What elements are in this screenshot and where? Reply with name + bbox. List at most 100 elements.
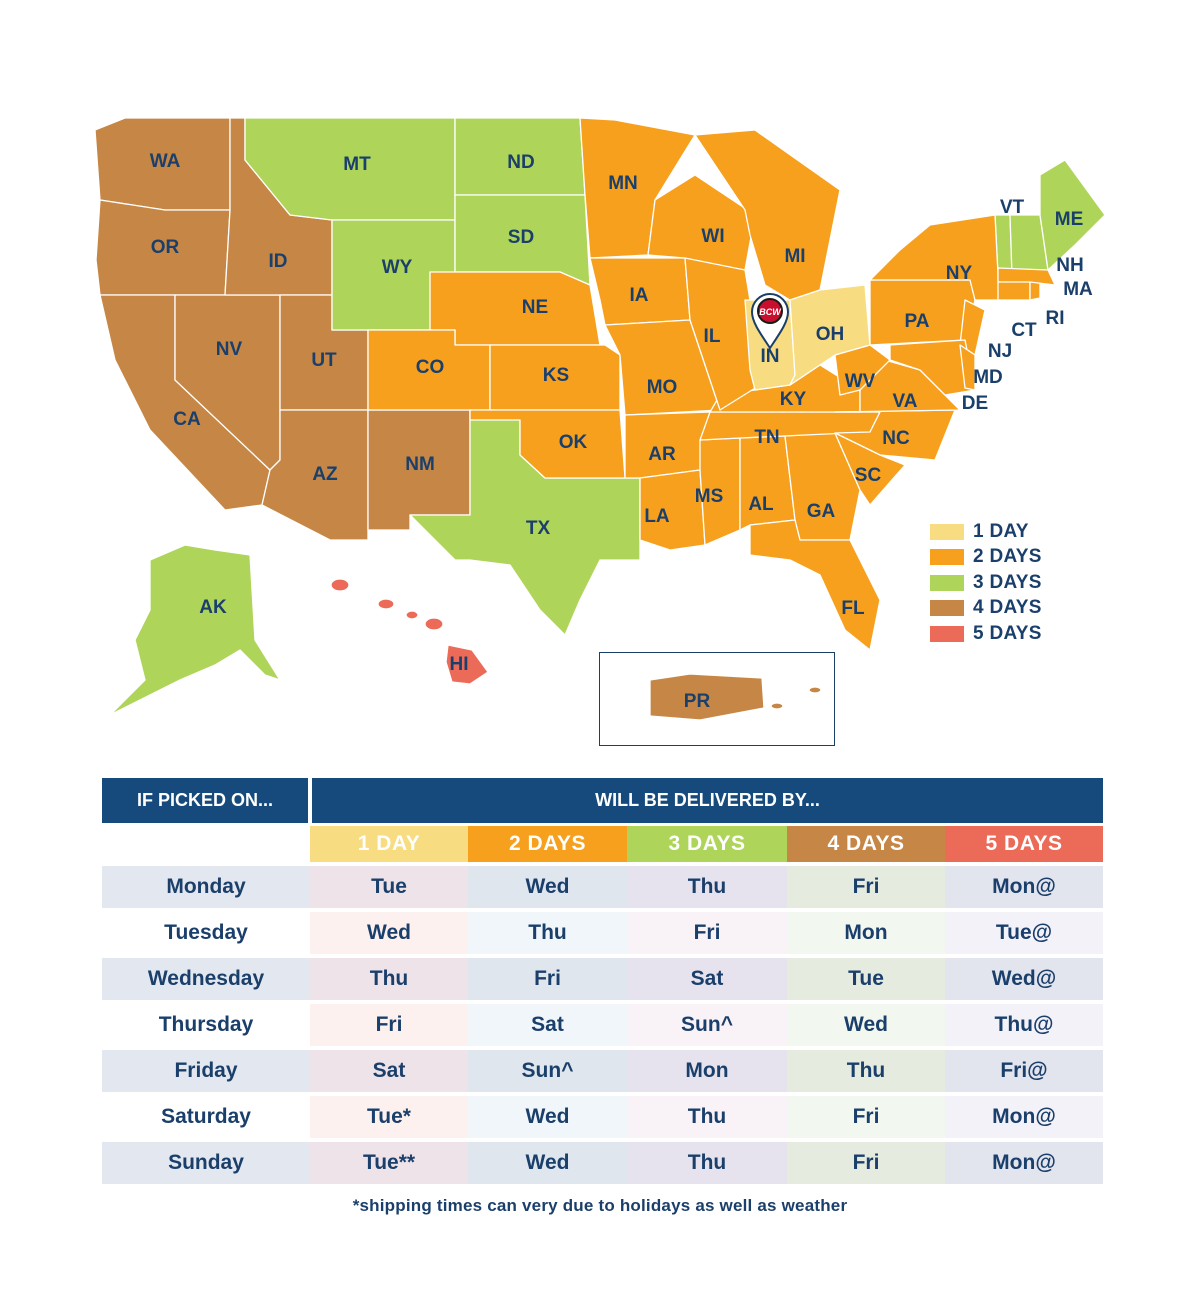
state-label-la: LA bbox=[644, 506, 670, 527]
pick-day-cell: Wednesday bbox=[102, 958, 310, 1000]
state-label-ct: CT bbox=[1011, 320, 1037, 341]
state-label-mi: MI bbox=[784, 246, 805, 267]
state-label-nd: ND bbox=[507, 152, 534, 173]
state-label-id: ID bbox=[269, 251, 288, 272]
delivery-day-cell: Fri bbox=[627, 912, 787, 954]
state-label-ma: MA bbox=[1063, 279, 1093, 300]
state-LA bbox=[639, 469, 706, 551]
state-MO bbox=[604, 319, 721, 416]
state-label-il: IL bbox=[704, 326, 721, 347]
column-header-1-day: 1 DAY bbox=[310, 826, 468, 862]
legend-item: 5 DAYS bbox=[930, 621, 1070, 647]
legend-label: 5 DAYS bbox=[973, 622, 1042, 644]
state-KS bbox=[489, 344, 621, 411]
state-label-in: IN bbox=[761, 346, 780, 367]
state-FL bbox=[749, 519, 881, 651]
delivery-day-cell: Wed bbox=[468, 1142, 627, 1184]
state-label-ia: IA bbox=[630, 285, 649, 306]
delivery-day-cell: Thu bbox=[787, 1050, 945, 1092]
state-label-nh: NH bbox=[1056, 255, 1083, 276]
table-row: Wednesday Thu Fri Sat Tue Wed@ bbox=[102, 958, 1103, 1000]
delivery-day-cell: Thu bbox=[627, 1096, 787, 1138]
delivery-day-cell: Thu bbox=[310, 958, 468, 1000]
state-label-ca: CA bbox=[173, 409, 201, 430]
delivery-day-cell: Fri bbox=[468, 958, 627, 1000]
legend-swatch bbox=[930, 600, 964, 617]
delivery-day-cell: Sat bbox=[468, 1004, 627, 1046]
delivery-day-cell: Thu bbox=[627, 1142, 787, 1184]
deliver-header: WILL BE DELIVERED BY... bbox=[312, 778, 1103, 823]
delivery-day-cell: Fri@ bbox=[945, 1050, 1103, 1092]
delivery-day-cell: Tue@ bbox=[945, 912, 1103, 954]
state-label-wa: WA bbox=[150, 151, 181, 172]
delivery-day-cell: Tue* bbox=[310, 1096, 468, 1138]
delivery-day-cell: Thu bbox=[468, 912, 627, 954]
delivery-day-cell: Sun^ bbox=[468, 1050, 627, 1092]
delivery-day-cell: Fri bbox=[310, 1004, 468, 1046]
state-label-md: MD bbox=[973, 367, 1003, 388]
state-label-ak: AK bbox=[199, 597, 227, 618]
state-label-de: DE bbox=[962, 393, 988, 414]
state-label-pr: PR bbox=[684, 691, 711, 712]
legend-swatch bbox=[930, 549, 964, 566]
state-DE bbox=[959, 344, 976, 391]
legend-label: 2 DAYS bbox=[973, 546, 1042, 568]
state-SC bbox=[834, 432, 906, 506]
column-header-5-day: 5 DAYS bbox=[945, 826, 1103, 862]
state-label-ut: UT bbox=[311, 350, 337, 371]
origin-marker-label: BCW bbox=[759, 307, 782, 317]
column-header-2-day: 2 DAYS bbox=[468, 826, 627, 862]
state-label-ny: NY bbox=[946, 263, 973, 284]
state-label-me: ME bbox=[1055, 209, 1084, 230]
table-row: Saturday Tue* Wed Thu Fri Mon@ bbox=[102, 1096, 1103, 1138]
state-label-ks: KS bbox=[543, 365, 569, 386]
state-label-ky: KY bbox=[780, 389, 807, 410]
state-label-mo: MO bbox=[647, 377, 678, 398]
state-label-ms: MS bbox=[695, 486, 724, 507]
delivery-day-cell: Sat bbox=[310, 1050, 468, 1092]
delivery-day-cell: Tue bbox=[787, 958, 945, 1000]
state-label-az: AZ bbox=[312, 464, 338, 485]
legend-label: 3 DAYS bbox=[973, 571, 1042, 593]
delivery-day-cell: Fri bbox=[787, 1096, 945, 1138]
legend-label: 1 DAY bbox=[973, 520, 1029, 542]
state-label-pa: PA bbox=[905, 311, 930, 332]
column-header-4-day: 4 DAYS bbox=[787, 826, 945, 862]
delivery-day-cell: Mon@ bbox=[945, 1142, 1103, 1184]
delivery-day-cell: Wed bbox=[310, 912, 468, 954]
state-HI bbox=[330, 578, 489, 685]
legend-item: 1 DAY bbox=[930, 519, 1070, 545]
state-label-va: VA bbox=[893, 391, 918, 412]
delivery-day-cell: Thu bbox=[627, 866, 787, 908]
delivery-day-cell: Sat bbox=[627, 958, 787, 1000]
puerto-rico-inset-frame bbox=[599, 652, 835, 746]
table-row: Tuesday Wed Thu Fri Mon Tue@ bbox=[102, 912, 1103, 954]
pick-day-cell: Friday bbox=[102, 1050, 310, 1092]
state-label-ne: NE bbox=[522, 297, 548, 318]
state-label-tx: TX bbox=[526, 518, 551, 539]
state-label-tn: TN bbox=[754, 427, 779, 448]
state-label-mt: MT bbox=[343, 154, 371, 175]
state-label-nv: NV bbox=[216, 339, 243, 360]
legend-swatch bbox=[930, 574, 964, 591]
state-OH bbox=[789, 284, 871, 386]
table-row: Monday Tue Wed Thu Fri Mon@ bbox=[102, 866, 1103, 908]
delivery-day-cell: Mon bbox=[627, 1050, 787, 1092]
state-label-sc: SC bbox=[855, 465, 882, 486]
column-header-3-day: 3 DAYS bbox=[627, 826, 787, 862]
delivery-day-cell: Mon@ bbox=[945, 1096, 1103, 1138]
delivery-day-cell: Wed bbox=[787, 1004, 945, 1046]
delivery-day-cell: Mon@ bbox=[945, 866, 1103, 908]
legend-item: 4 DAYS bbox=[930, 596, 1070, 622]
state-label-or: OR bbox=[151, 237, 180, 258]
pick-day-cell: Sunday bbox=[102, 1142, 310, 1184]
delivery-day-cell: Wed bbox=[468, 1096, 627, 1138]
pick-day-cell: Monday bbox=[102, 866, 310, 908]
delivery-day-cell: Wed bbox=[468, 866, 627, 908]
legend-item: 3 DAYS bbox=[930, 570, 1070, 596]
us-delivery-map: WA OR CA NV ID MT WY UT AZ CO NM ND SD NE KS OK TX MN IA MO… bbox=[94, 117, 1106, 721]
state-label-oh: OH bbox=[816, 324, 845, 345]
legend-item: 2 DAYS bbox=[930, 545, 1070, 571]
legend-label: 4 DAYS bbox=[973, 597, 1042, 619]
delivery-day-cell: Fri bbox=[787, 866, 945, 908]
